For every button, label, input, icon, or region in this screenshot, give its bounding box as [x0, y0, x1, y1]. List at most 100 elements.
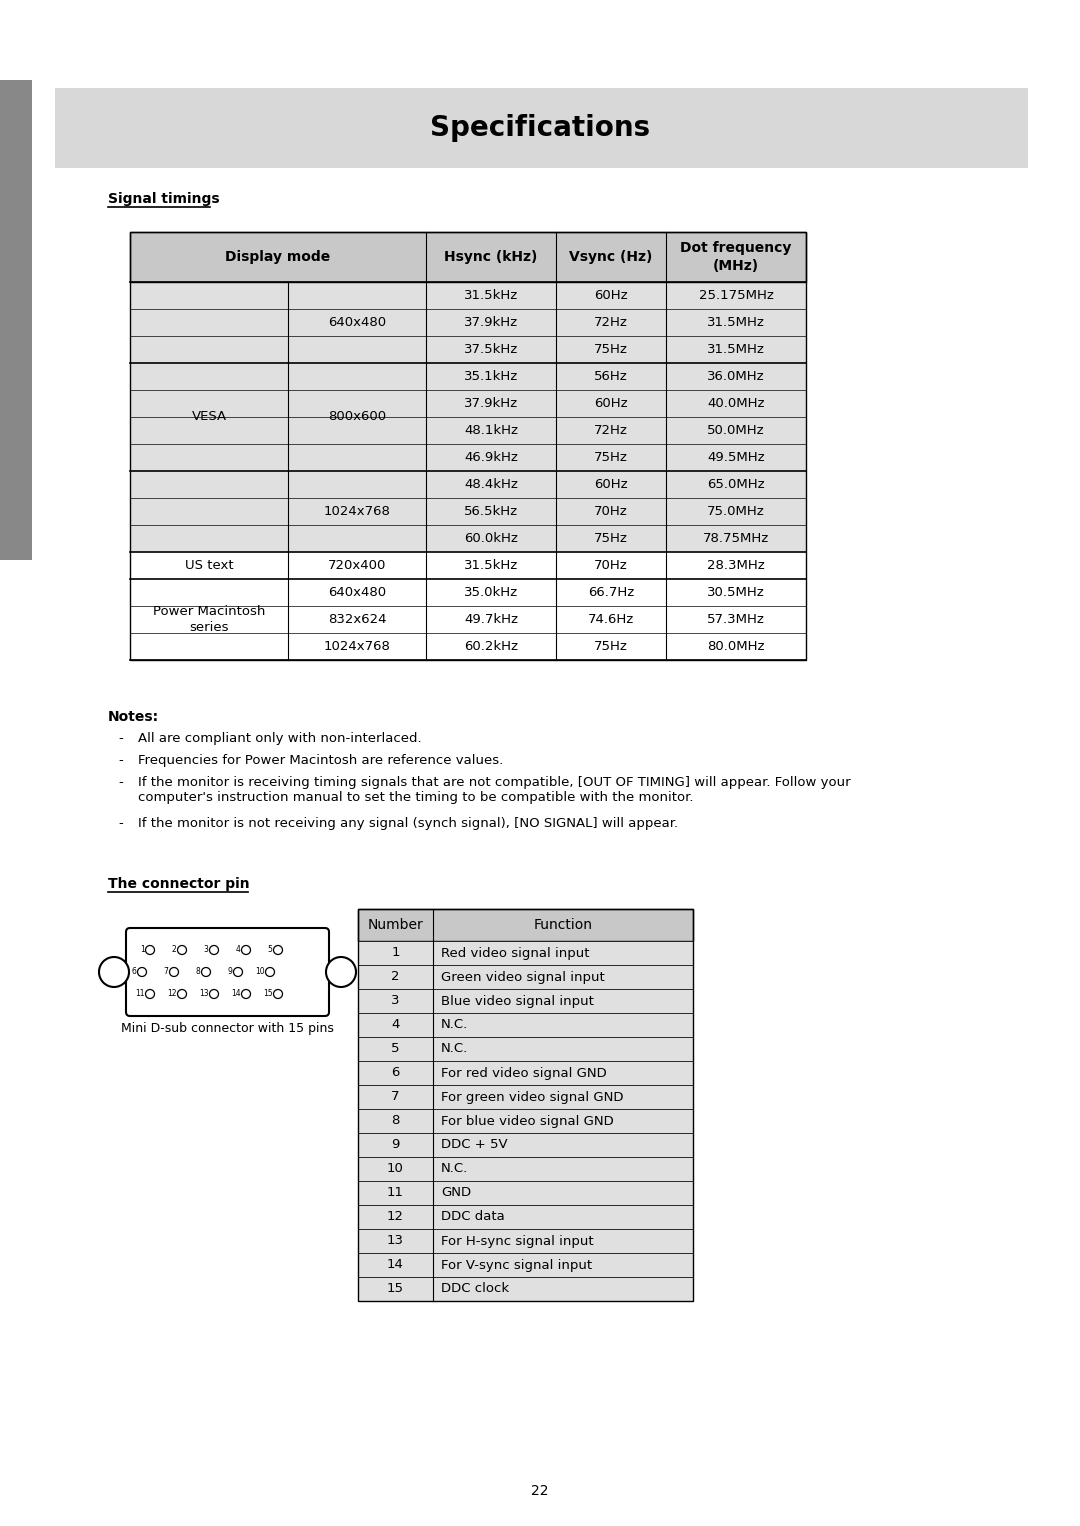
Circle shape [137, 967, 147, 977]
Circle shape [210, 946, 218, 954]
Text: Notes:: Notes: [108, 710, 159, 723]
Text: 30.5MHz: 30.5MHz [707, 586, 765, 600]
FancyBboxPatch shape [126, 928, 329, 1016]
Bar [55, 89, 1028, 168]
Text: 75Hz: 75Hz [594, 343, 627, 356]
Bar [357, 989, 693, 1013]
Text: 75.0MHz: 75.0MHz [707, 505, 765, 517]
Text: 75Hz: 75Hz [594, 452, 627, 464]
Text: For blue video signal GND: For blue video signal GND [441, 1114, 613, 1128]
Text: series: series [189, 621, 229, 633]
Text: 37.9kHz: 37.9kHz [464, 316, 518, 330]
Text: 2: 2 [172, 945, 176, 954]
Text: 31.5MHz: 31.5MHz [707, 343, 765, 356]
Text: 10: 10 [255, 966, 265, 975]
Text: For H-sync signal input: For H-sync signal input [441, 1235, 594, 1247]
Text: N.C.: N.C. [441, 1163, 469, 1175]
Text: For green video signal GND: For green video signal GND [441, 1091, 623, 1103]
Text: Display mode: Display mode [226, 250, 330, 264]
Text: 35.1kHz: 35.1kHz [464, 369, 518, 383]
Text: 4: 4 [235, 945, 241, 954]
Text: 7: 7 [164, 966, 168, 975]
Circle shape [242, 946, 251, 954]
Text: 49.5MHz: 49.5MHz [707, 452, 765, 464]
Text: 5: 5 [391, 1042, 400, 1056]
Text: 70Hz: 70Hz [594, 505, 627, 517]
Text: 12: 12 [167, 989, 176, 998]
Text: For red video signal GND: For red video signal GND [441, 1067, 607, 1079]
Text: 3: 3 [391, 995, 400, 1007]
Text: 5: 5 [268, 945, 272, 954]
Circle shape [99, 957, 129, 987]
Text: 80.0MHz: 80.0MHz [707, 639, 765, 653]
Text: 56.5kHz: 56.5kHz [464, 505, 518, 517]
Bar [357, 909, 693, 1302]
Bar [357, 942, 693, 964]
Bar [130, 232, 806, 282]
Bar [357, 1085, 693, 1109]
Text: 65.0MHz: 65.0MHz [707, 478, 765, 491]
Bar [357, 1013, 693, 1038]
Bar [0, 79, 32, 560]
Text: -: - [118, 754, 123, 768]
Text: Red video signal input: Red video signal input [441, 946, 590, 960]
Text: 37.9kHz: 37.9kHz [464, 397, 518, 410]
Circle shape [266, 967, 274, 977]
Text: 60.2kHz: 60.2kHz [464, 639, 518, 653]
Text: 35.0kHz: 35.0kHz [464, 586, 518, 600]
Text: -: - [118, 816, 123, 830]
Bar [130, 282, 806, 552]
Text: 74.6Hz: 74.6Hz [588, 613, 634, 626]
Text: Vsync (Hz): Vsync (Hz) [569, 250, 652, 264]
Text: -: - [118, 732, 123, 745]
Text: 9: 9 [391, 1138, 400, 1152]
Text: 60.0kHz: 60.0kHz [464, 533, 518, 545]
Text: Function: Function [534, 919, 593, 932]
Bar [357, 1157, 693, 1181]
Text: 66.7Hz: 66.7Hz [588, 586, 634, 600]
Circle shape [273, 989, 283, 998]
Text: 15: 15 [262, 989, 272, 998]
Text: 8: 8 [391, 1114, 400, 1128]
Bar [357, 1132, 693, 1157]
Text: 1: 1 [391, 946, 400, 960]
Text: 22: 22 [531, 1483, 549, 1499]
Text: Green video signal input: Green video signal input [441, 971, 605, 983]
Text: 75Hz: 75Hz [594, 533, 627, 545]
Text: VESA: VESA [191, 410, 227, 424]
Text: 25.175MHz: 25.175MHz [699, 288, 773, 302]
Text: 6: 6 [132, 966, 136, 975]
Text: For V-sync signal input: For V-sync signal input [441, 1259, 592, 1271]
Circle shape [233, 967, 243, 977]
Bar [357, 1181, 693, 1206]
Text: GND: GND [441, 1187, 471, 1199]
Text: 72Hz: 72Hz [594, 424, 627, 436]
Text: If the monitor is not receiving any signal (synch signal), [NO SIGNAL] will appe: If the monitor is not receiving any sign… [138, 816, 678, 830]
Text: 12: 12 [387, 1210, 404, 1224]
Text: 48.1kHz: 48.1kHz [464, 424, 518, 436]
Text: All are compliant only with non-interlaced.: All are compliant only with non-interlac… [138, 732, 421, 745]
Text: 11: 11 [387, 1187, 404, 1199]
Text: 36.0MHz: 36.0MHz [707, 369, 765, 383]
Text: 14: 14 [231, 989, 241, 998]
Text: 31.5MHz: 31.5MHz [707, 316, 765, 330]
Bar [357, 1253, 693, 1277]
Text: 28.3MHz: 28.3MHz [707, 559, 765, 572]
Text: 49.7kHz: 49.7kHz [464, 613, 518, 626]
Text: 56Hz: 56Hz [594, 369, 627, 383]
Text: US text: US text [185, 559, 233, 572]
Bar [357, 1206, 693, 1228]
Circle shape [210, 989, 218, 998]
Bar [357, 1109, 693, 1132]
Text: 57.3MHz: 57.3MHz [707, 613, 765, 626]
Text: 60Hz: 60Hz [594, 397, 627, 410]
Text: 1: 1 [139, 945, 145, 954]
Bar [357, 909, 693, 942]
Text: If the monitor is receiving timing signals that are not compatible, [OUT OF TIMI: If the monitor is receiving timing signa… [138, 777, 851, 804]
Text: 15: 15 [387, 1282, 404, 1296]
Text: 4: 4 [391, 1018, 400, 1032]
Text: 13: 13 [387, 1235, 404, 1247]
Bar [357, 1277, 693, 1302]
Circle shape [177, 989, 187, 998]
Circle shape [146, 946, 154, 954]
